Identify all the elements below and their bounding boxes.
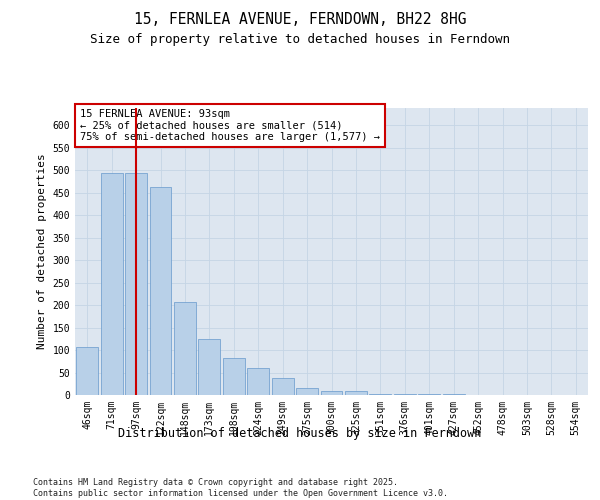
Text: 15 FERNLEA AVENUE: 93sqm
← 25% of detached houses are smaller (514)
75% of semi-: 15 FERNLEA AVENUE: 93sqm ← 25% of detach… — [80, 109, 380, 142]
Text: 15, FERNLEA AVENUE, FERNDOWN, BH22 8HG: 15, FERNLEA AVENUE, FERNDOWN, BH22 8HG — [134, 12, 466, 28]
Bar — [247, 368, 269, 395]
Bar — [394, 394, 416, 395]
Bar — [443, 394, 464, 395]
Bar — [296, 388, 318, 395]
Bar — [174, 302, 196, 395]
Bar — [223, 358, 245, 395]
Bar — [272, 378, 293, 395]
Bar — [370, 394, 391, 395]
Text: Size of property relative to detached houses in Ferndown: Size of property relative to detached ho… — [90, 32, 510, 46]
Bar — [199, 339, 220, 395]
Bar — [149, 188, 172, 395]
Bar — [345, 390, 367, 395]
Bar — [418, 394, 440, 395]
Bar — [101, 173, 122, 395]
Text: Contains HM Land Registry data © Crown copyright and database right 2025.
Contai: Contains HM Land Registry data © Crown c… — [33, 478, 448, 498]
Bar — [125, 173, 147, 395]
Text: Distribution of detached houses by size in Ferndown: Distribution of detached houses by size … — [118, 428, 482, 440]
Y-axis label: Number of detached properties: Number of detached properties — [37, 154, 47, 349]
Bar — [76, 347, 98, 395]
Bar — [320, 390, 343, 395]
